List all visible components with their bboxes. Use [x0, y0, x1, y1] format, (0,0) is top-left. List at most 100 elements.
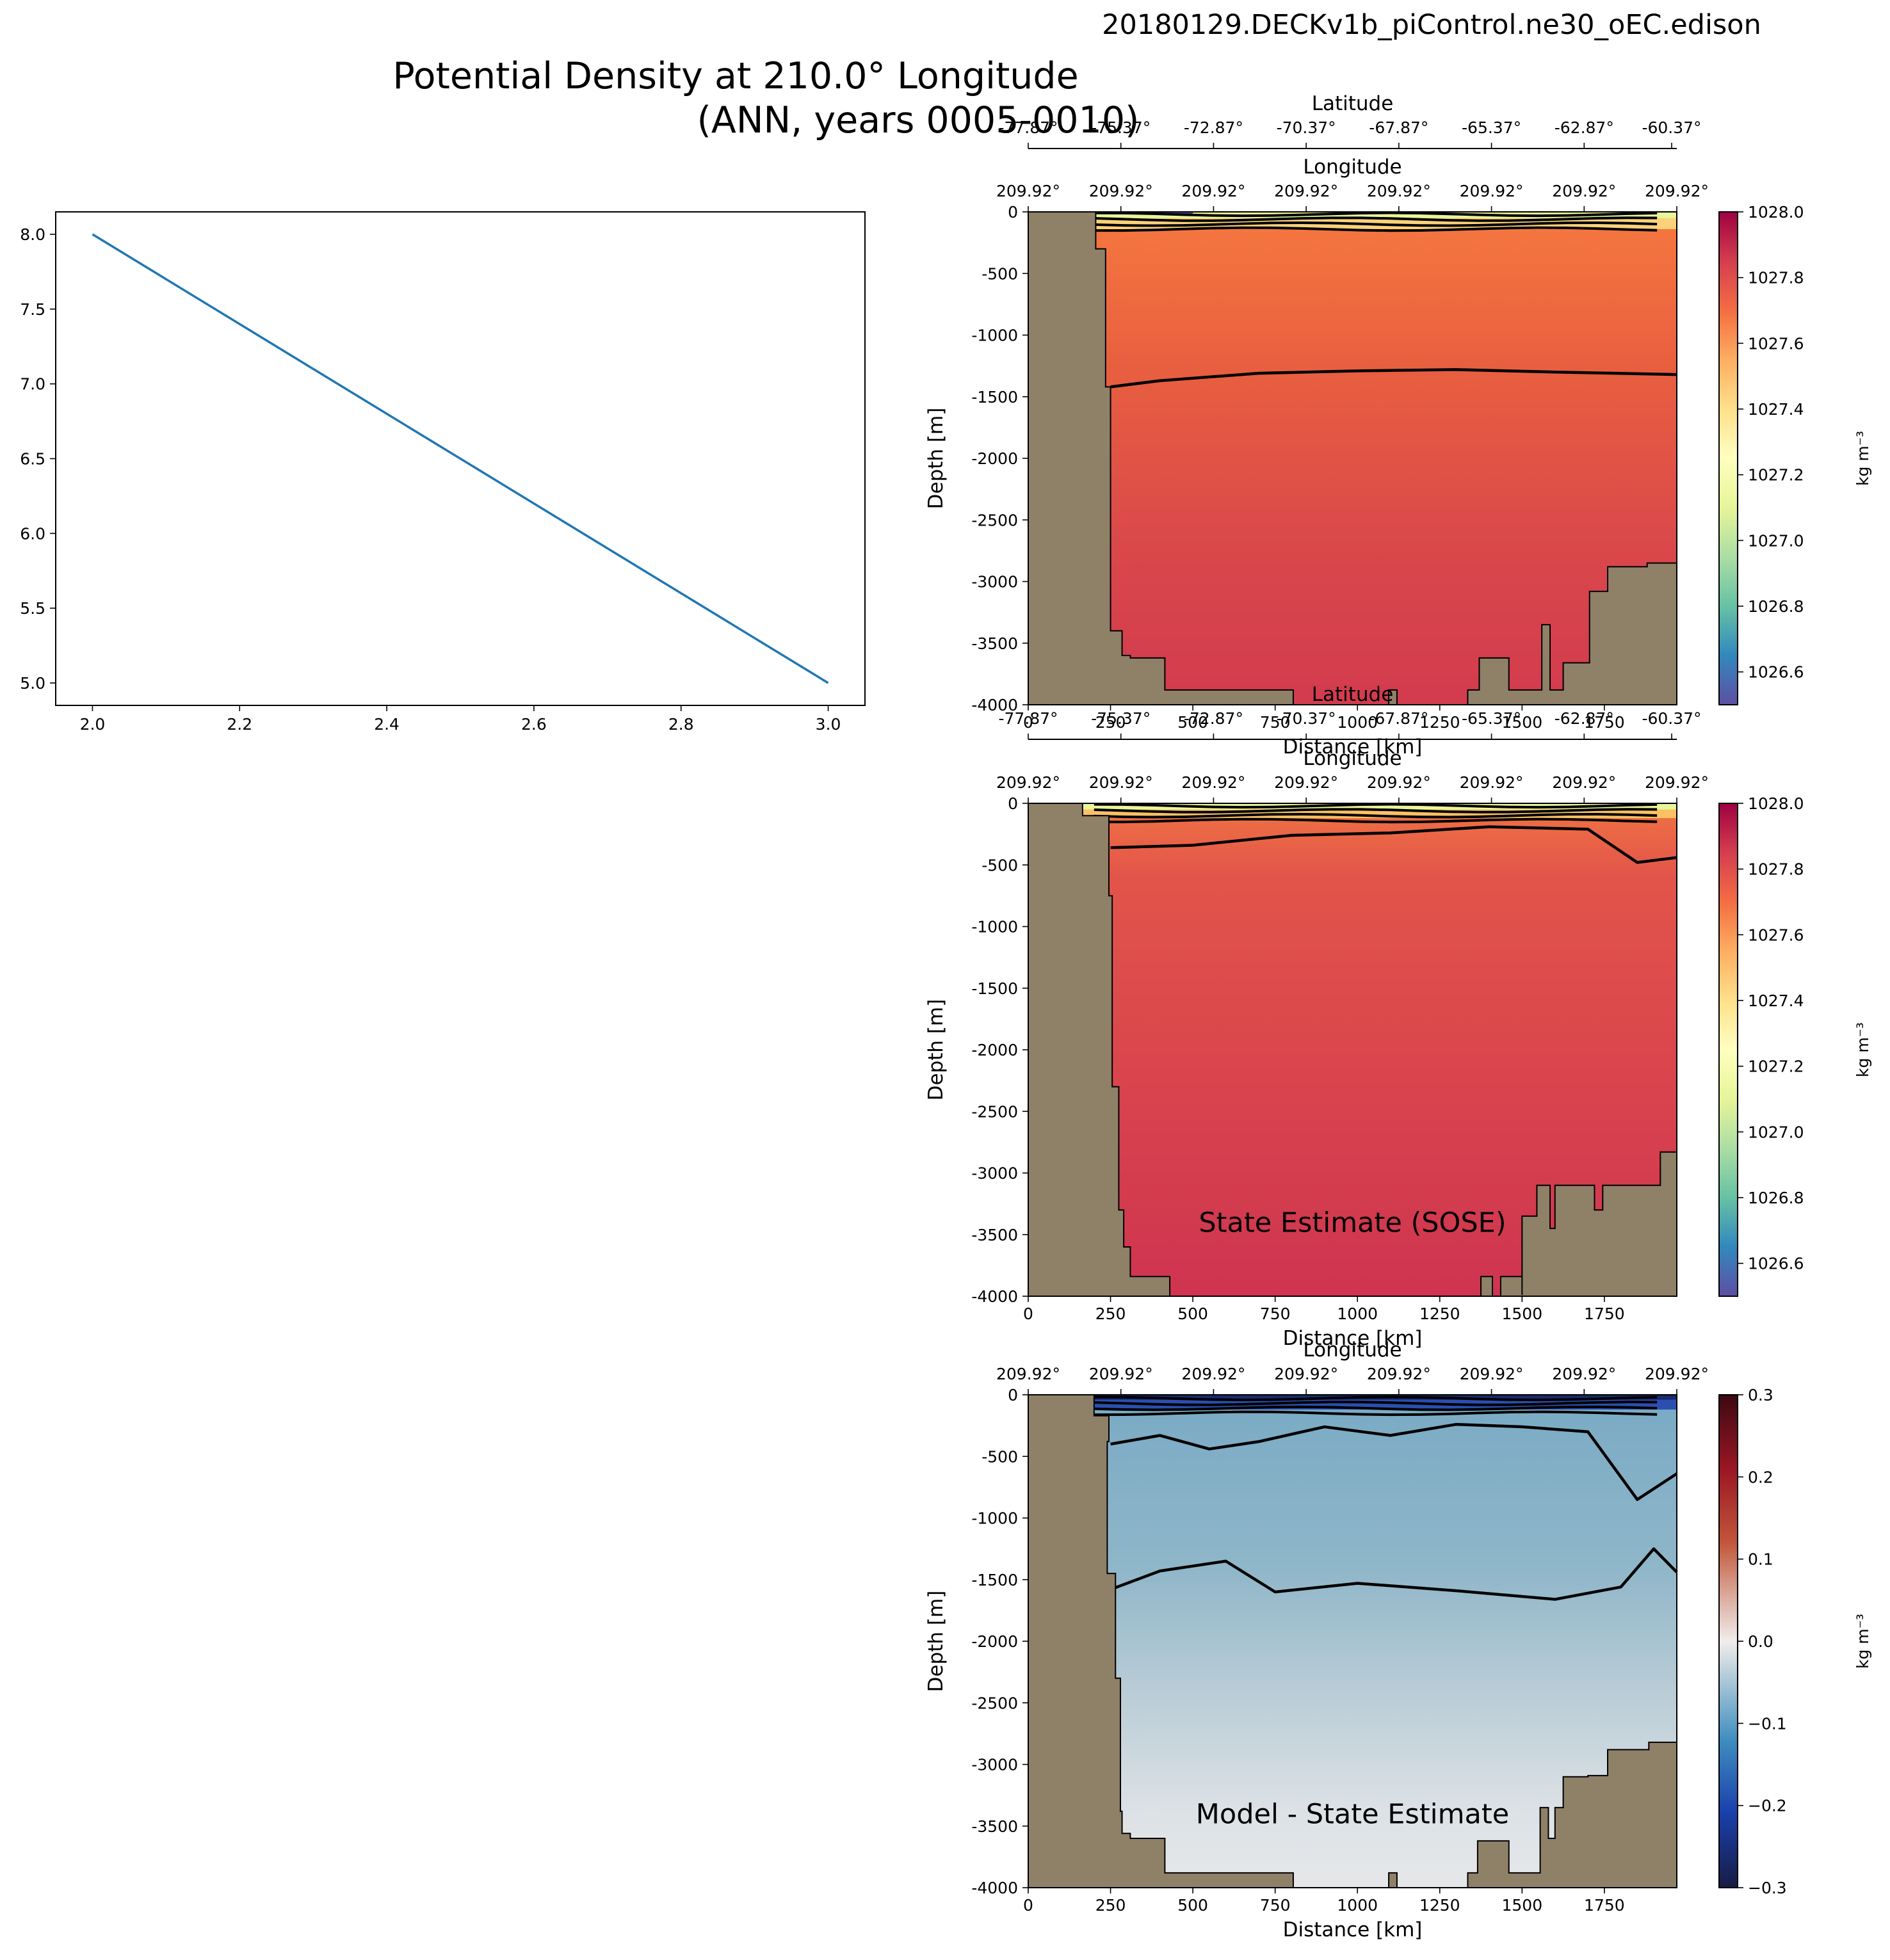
longitude-tick-label: 209.92°: [1274, 1365, 1338, 1383]
longitude-tick-label: 209.92°: [996, 182, 1060, 200]
longitude-tick-label: 209.92°: [1552, 773, 1616, 792]
longitude-axis-label: Longitude: [1303, 1338, 1401, 1362]
surface-contour-line: [1094, 1395, 1658, 1402]
land-mask: [1028, 211, 1677, 705]
x-tick-label: 1750: [1584, 1305, 1625, 1323]
y-tick-label: 8.0: [20, 225, 45, 244]
y-tick-label: -1000: [971, 1509, 1018, 1528]
figure-title-line2: (ANN, years 0005-0010): [697, 99, 1140, 141]
y-tick-label: 0: [1008, 794, 1018, 813]
y-tick-label: -500: [981, 856, 1018, 874]
latitude-tick-label: -62.87°: [1555, 709, 1614, 728]
contour-line: [1110, 368, 1677, 389]
x-tick-label: 1750: [1584, 1896, 1625, 1915]
colorbar-tick-label: 1026.8: [1748, 597, 1804, 616]
x-tick-label: 1000: [1337, 1305, 1378, 1323]
land-mask: [1028, 803, 1677, 1297]
x-tick-label: 0: [1023, 1896, 1033, 1915]
y-tick-label: -4000: [971, 1879, 1018, 1897]
surface-contour-line: [1094, 211, 1658, 218]
colorbar-tick-label: 1027.2: [1748, 1057, 1804, 1076]
latitude-tick-label: -70.37°: [1277, 709, 1336, 728]
colorbar-tick-label: 1027.4: [1748, 992, 1804, 1010]
x-tick-label: 2.2: [227, 715, 252, 734]
x-tick-label: 750: [1260, 1896, 1291, 1915]
colorbar-tick-label: 0.2: [1748, 1468, 1773, 1486]
surface-contour-line: [1094, 812, 1658, 819]
latitude-axis-label: Latitude: [1312, 92, 1394, 115]
longitude-tick-label: 209.92°: [1274, 773, 1338, 792]
field-fill: [1028, 212, 1677, 705]
x-tick-label: 1500: [1502, 713, 1543, 732]
surface-band: [1094, 212, 1677, 218]
y-tick-label: -2500: [971, 1102, 1018, 1121]
x-tick-label: 1000: [1337, 1896, 1378, 1915]
line-series: [92, 233, 829, 684]
y-tick-label: -3000: [971, 573, 1018, 591]
panel-label: State Estimate (SOSE): [1199, 1207, 1506, 1239]
contour-line: [1110, 825, 1677, 864]
latitude-tick-label: -75.37°: [1091, 709, 1151, 728]
latitude-tick-label: -67.87°: [1369, 709, 1428, 728]
colorbar-label: kg m⁻³: [1854, 1614, 1872, 1669]
line-chart-panel: 2.0 2.2 2.4 2.6 2.8 3.0 5.0 5.5 6.0 6.5 7.0 7.5 8.0: [20, 211, 866, 734]
y-tick-label: -4000: [971, 1287, 1018, 1306]
latitude-tick-label: -72.87°: [1184, 118, 1243, 137]
latitude-tick-label: -65.37°: [1462, 709, 1521, 728]
y-tick-label: -3000: [971, 1164, 1018, 1183]
colorbar: [1718, 211, 1738, 705]
longitude-tick-label: 209.92°: [1552, 1365, 1616, 1383]
y-tick-label: 5.5: [20, 599, 45, 618]
x-axis-label: Distance [km]: [1283, 1918, 1423, 1941]
longitude-tick-label: 209.92°: [1181, 1365, 1245, 1383]
colorbar-label: kg m⁻³: [1854, 431, 1872, 486]
y-tick-label: -1000: [971, 326, 1018, 345]
x-tick-label: 1250: [1419, 713, 1460, 732]
surface-contour-line: [1094, 1405, 1658, 1411]
model-section-panel: 0 -500 -1000 -1500 -2000 -2500 -3000 -3500 -4000…: [925, 92, 1872, 759]
y-tick-label: -2000: [971, 1632, 1018, 1651]
longitude-tick-label: 209.92°: [1367, 182, 1431, 200]
colorbar-tick-label: −0.1: [1748, 1714, 1787, 1733]
latitude-tick-label: -60.37°: [1642, 118, 1701, 137]
y-tick-label: 7.0: [20, 375, 45, 394]
colorbar-tick-label: 0.1: [1748, 1550, 1773, 1569]
x-tick-label: 250: [1095, 713, 1126, 732]
y-tick-label: -1500: [971, 1571, 1018, 1589]
y-tick-label: -2500: [971, 1694, 1018, 1712]
latitude-tick-label: -77.87°: [998, 709, 1058, 728]
x-tick-label: 0: [1023, 713, 1033, 732]
colorbar-tick-label: 1027.4: [1748, 400, 1804, 419]
x-tick-label: 1500: [1502, 1896, 1543, 1915]
y-tick-label: -500: [981, 1447, 1018, 1466]
longitude-tick-label: 209.92°: [1089, 1365, 1153, 1383]
x-tick-label: 2.6: [521, 715, 547, 734]
colorbar-tick-label: 1027.2: [1748, 466, 1804, 485]
surface-contour-line: [1094, 808, 1658, 814]
colorbar-tick-label: 1028.0: [1748, 203, 1804, 221]
y-tick-label: -3000: [971, 1756, 1018, 1774]
y-axis-label: Depth [m]: [925, 999, 948, 1101]
colorbar-tick-label: 1028.0: [1748, 794, 1804, 813]
x-tick-label: 2.0: [80, 715, 106, 734]
longitude-tick-label: 209.92°: [1181, 773, 1245, 792]
longitude-tick-label: 209.92°: [1089, 182, 1153, 200]
y-tick-label: 0: [1008, 1386, 1018, 1404]
colorbar-tick-label: 1027.8: [1748, 860, 1804, 879]
y-tick-label: -3500: [971, 634, 1018, 653]
y-tick-label: -1500: [971, 979, 1018, 998]
state-estimate-section-panel: State Estimate (SOSE) 0 -500 -1000 -1500 -200…: [925, 683, 1872, 1350]
longitude-tick-label: 209.92°: [1367, 1365, 1431, 1383]
y-tick-label: -1500: [971, 388, 1018, 406]
longitude-tick-label: 209.92°: [1460, 182, 1524, 200]
longitude-tick-label: 209.92°: [1367, 773, 1431, 792]
latitude-tick-label: -65.37°: [1462, 118, 1521, 137]
x-tick-label: 750: [1260, 1305, 1291, 1323]
x-tick-label: 500: [1177, 713, 1208, 732]
colorbar: [1718, 1394, 1738, 1888]
x-tick-label: 1000: [1337, 713, 1378, 732]
latitude-tick-label: -62.87°: [1555, 118, 1614, 137]
colorbar-tick-label: 1026.8: [1748, 1189, 1804, 1207]
colorbar-tick-label: −0.3: [1748, 1879, 1787, 1897]
longitude-tick-label: 209.92°: [1460, 1365, 1524, 1383]
